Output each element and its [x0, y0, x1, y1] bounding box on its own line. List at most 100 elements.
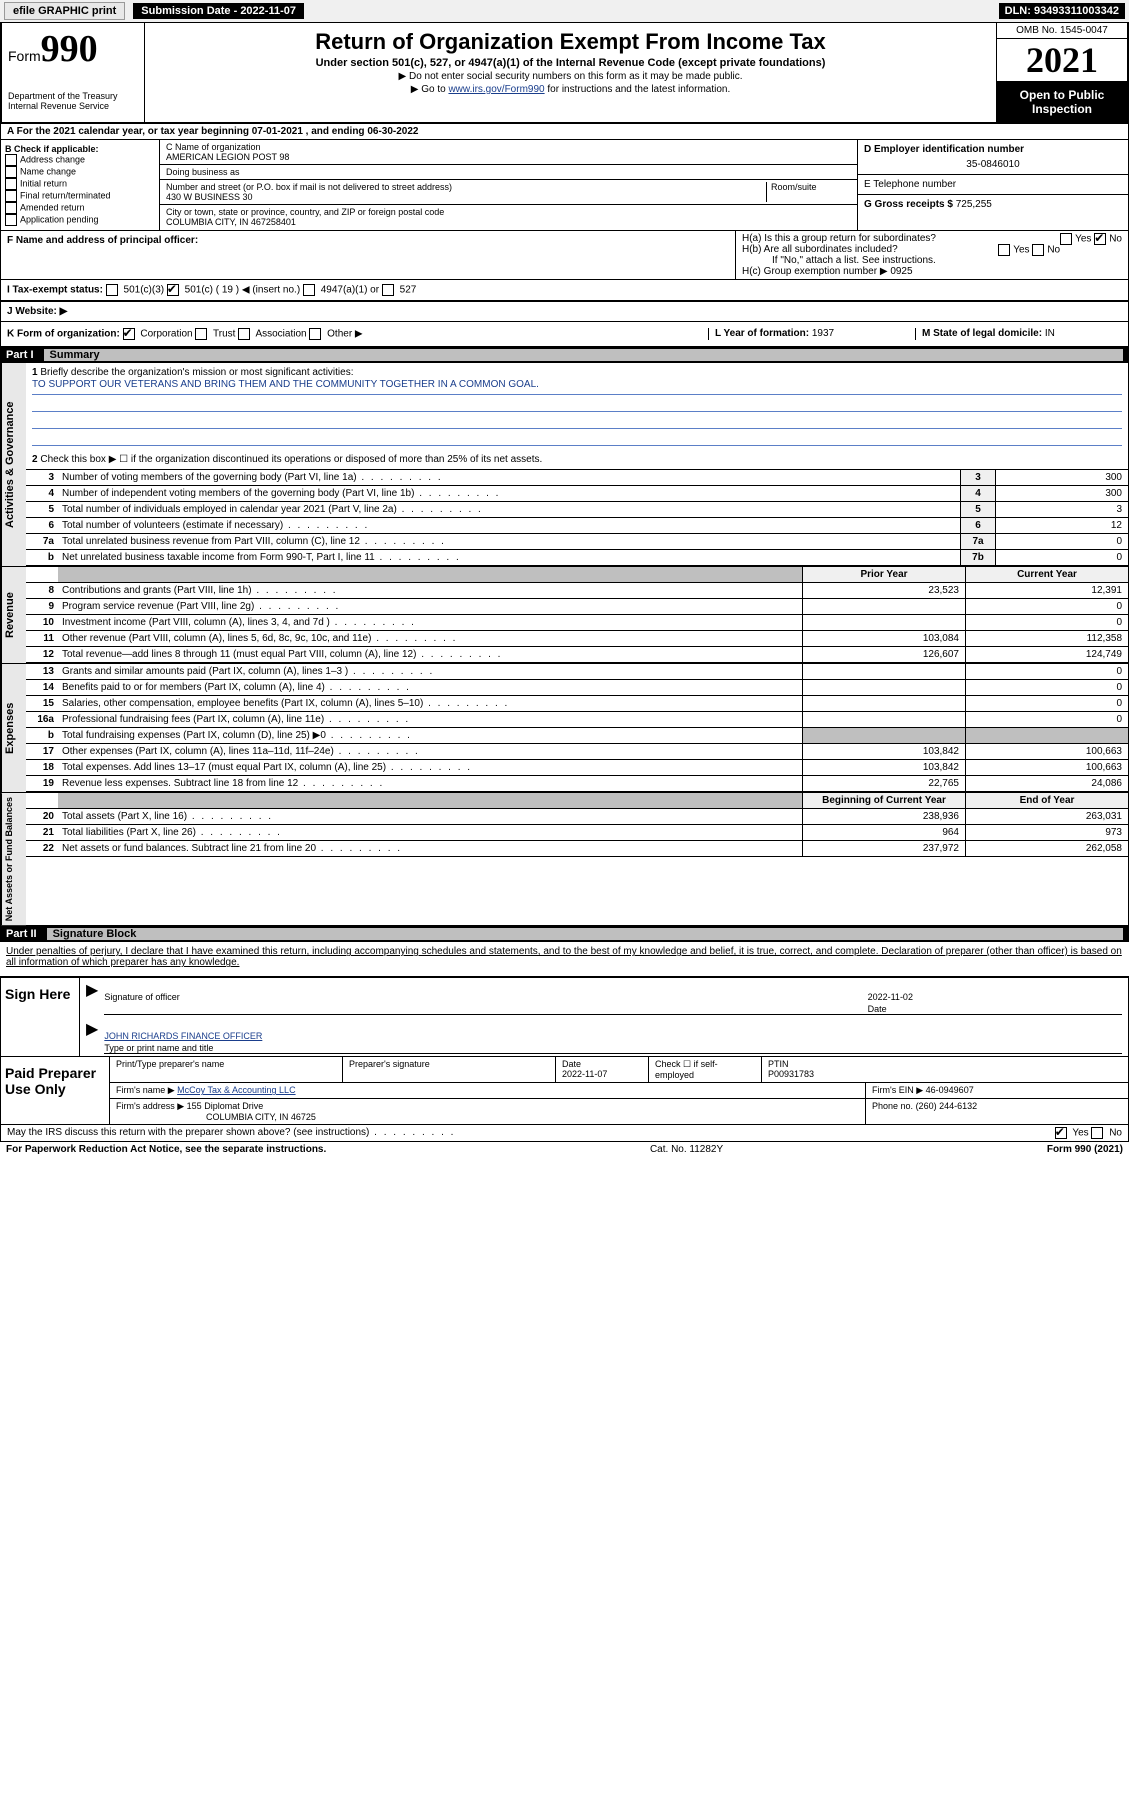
cb-501c[interactable]: [167, 284, 179, 296]
signature-block: Sign Here ▶ Signature of officer 2022-11…: [0, 976, 1129, 1142]
gov-row: 5Total number of individuals employed in…: [26, 502, 1128, 518]
gov-row: 7aTotal unrelated business revenue from …: [26, 534, 1128, 550]
firm-addr1: 155 Diplomat Drive: [187, 1101, 264, 1111]
ptin-head: PTIN: [768, 1059, 789, 1069]
part1-header: Part I Summary: [0, 347, 1129, 363]
cb-trust[interactable]: [195, 328, 207, 340]
part1-title: Summary: [44, 349, 1123, 361]
lbl-address-change: Address change: [20, 154, 85, 164]
sign-here-label: Sign Here: [1, 978, 80, 1056]
lbl-no: No: [1109, 1128, 1122, 1139]
cb-corp[interactable]: [123, 328, 135, 340]
cb-amended[interactable]: [5, 202, 17, 214]
prep-date-value: 2022-11-07: [562, 1069, 607, 1079]
column-b-checkboxes: B Check if applicable: Address change Na…: [1, 140, 160, 230]
addr-label: Number and street (or P.O. box if mail i…: [166, 182, 766, 192]
row-f-h: F Name and address of principal officer:…: [1, 230, 1128, 279]
column-c-org: C Name of organization AMERICAN LEGION P…: [160, 140, 858, 230]
cb-ha-no[interactable]: [1094, 233, 1106, 245]
phone-value: (260) 244-6132: [916, 1101, 978, 1111]
department-label: Department of the Treasury Internal Reve…: [8, 91, 138, 111]
omb-number: OMB No. 1545-0047: [997, 23, 1127, 39]
rev-row: 9Program service revenue (Part VIII, lin…: [26, 599, 1128, 615]
c-name-label: C Name of organization: [166, 142, 851, 152]
mission-blank3: [32, 429, 1122, 446]
city-value: COLUMBIA CITY, IN 467258401: [166, 217, 851, 227]
sig-officer-field: Signature of officer: [104, 980, 867, 1015]
exp-row: 19Revenue less expenses. Subtract line 1…: [26, 776, 1128, 792]
cb-final-return[interactable]: [5, 190, 17, 202]
note-ssn: ▶ Do not enter social security numbers o…: [149, 71, 992, 82]
efile-button[interactable]: efile GRAPHIC print: [4, 2, 125, 20]
lbl-final-return: Final return/terminated: [20, 190, 111, 200]
exp-row: 13Grants and similar amounts paid (Part …: [26, 664, 1128, 680]
calendar-year-line: A For the 2021 calendar year, or tax yea…: [1, 124, 1128, 140]
i-label: I Tax-exempt status:: [7, 285, 103, 296]
l-value: 1937: [812, 328, 834, 339]
cb-name-change[interactable]: [5, 166, 17, 178]
e-label: E Telephone number: [864, 179, 1122, 190]
cb-527[interactable]: [382, 284, 394, 296]
sig-arrow-icon: ▶: [86, 980, 104, 1015]
open-public-badge: Open to Public Inspection: [997, 82, 1127, 122]
firm-name[interactable]: McCoy Tax & Accounting LLC: [177, 1085, 295, 1095]
cb-app-pending[interactable]: [5, 214, 17, 226]
cb-4947[interactable]: [303, 284, 315, 296]
lbl-amended: Amended return: [20, 202, 85, 212]
governance-section: Activities & Governance 1 Briefly descri…: [0, 363, 1129, 567]
goto-post: for instructions and the latest informat…: [545, 84, 731, 95]
sig-arrow2-icon: ▶: [86, 1019, 104, 1054]
d-label: D Employer identification number: [864, 144, 1122, 155]
firm-name-label: Firm's name ▶: [116, 1085, 175, 1095]
i-insert: ( 19 ) ◀ (insert no.): [216, 285, 300, 296]
revenue-section: Revenue Prior Year Current Year 8Contrib…: [0, 567, 1129, 664]
part2-label: Part II: [6, 928, 47, 940]
cb-ha-yes[interactable]: [1060, 233, 1072, 245]
net-row: 21Total liabilities (Part X, line 26)964…: [26, 825, 1128, 841]
paperwork-notice: For Paperwork Reduction Act Notice, see …: [6, 1144, 326, 1155]
discuss-text: May the IRS discuss this return with the…: [7, 1127, 455, 1139]
cb-hb-no[interactable]: [1032, 244, 1044, 256]
header-left: Form990 Department of the Treasury Inter…: [2, 23, 145, 122]
form-header: Form990 Department of the Treasury Inter…: [0, 23, 1129, 124]
lbl-yes: Yes: [1072, 1128, 1088, 1139]
line2-text: Check this box ▶ ☐ if the organization d…: [40, 454, 542, 465]
cb-initial-return[interactable]: [5, 178, 17, 190]
cb-hb-yes[interactable]: [998, 244, 1010, 256]
exp-row: 17Other expenses (Part IX, column (A), l…: [26, 744, 1128, 760]
k-label: K Form of organization:: [7, 329, 120, 340]
exp-row: 18Total expenses. Add lines 13–17 (must …: [26, 760, 1128, 776]
cb-discuss-no[interactable]: [1091, 1127, 1103, 1139]
lbl-name-change: Name change: [20, 166, 76, 176]
expenses-section: Expenses 13Grants and similar amounts pa…: [0, 664, 1129, 793]
prep-name-head: Print/Type preparer's name: [110, 1057, 343, 1082]
gov-row: 6Total number of volunteers (estimate if…: [26, 518, 1128, 534]
part2-title: Signature Block: [47, 928, 1123, 940]
cb-501c3[interactable]: [106, 284, 118, 296]
cb-address-change[interactable]: [5, 154, 17, 166]
f-label: F Name and address of principal officer:: [7, 235, 729, 246]
addr-value: 430 W BUSINESS 30: [166, 192, 766, 202]
irs-link[interactable]: www.irs.gov/Form990: [448, 84, 544, 95]
cb-other[interactable]: [309, 328, 321, 340]
head-current: Current Year: [965, 567, 1128, 582]
column-de: D Employer identification number 35-0846…: [858, 140, 1128, 230]
exp-row: bTotal fundraising expenses (Part IX, co…: [26, 728, 1128, 744]
bottom-footer: For Paperwork Reduction Act Notice, see …: [0, 1142, 1129, 1157]
sig-date-label: Date: [868, 1004, 887, 1014]
cb-assoc[interactable]: [238, 328, 250, 340]
head-prior: Prior Year: [802, 567, 965, 582]
b-label: B Check if applicable:: [5, 144, 155, 154]
form-label: Form: [8, 48, 41, 64]
cat-number: Cat. No. 11282Y: [326, 1144, 1047, 1155]
prep-check-head: Check ☐ if self-employed: [649, 1057, 762, 1082]
declaration-text: Under penalties of perjury, I declare th…: [0, 942, 1129, 972]
officer-name: JOHN RICHARDS FINANCE OFFICER: [104, 1031, 1122, 1043]
part2-header: Part II Signature Block: [0, 926, 1129, 942]
cb-discuss-yes[interactable]: [1055, 1127, 1067, 1139]
firm-addr2: COLUMBIA CITY, IN 46725: [116, 1112, 316, 1122]
head-end: End of Year: [965, 793, 1128, 808]
rev-row: 11Other revenue (Part VIII, column (A), …: [26, 631, 1128, 647]
vert-expenses: Expenses: [1, 664, 26, 792]
lbl-trust: Trust: [213, 329, 235, 340]
